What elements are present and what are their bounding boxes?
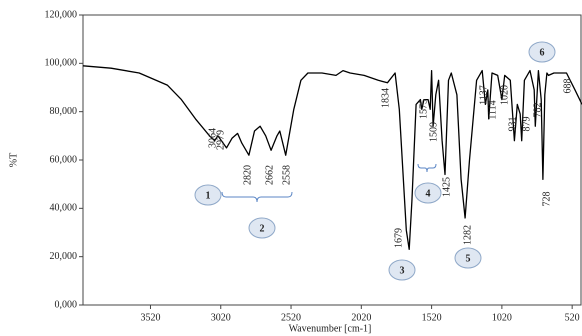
y-tick-label: 20,000 [50, 251, 78, 262]
y-tick-label: 0,000 [55, 299, 78, 310]
peak-label: 1509 [428, 122, 439, 142]
peak-label: 2979 [215, 130, 226, 150]
marker-circle [454, 247, 482, 269]
y-axis-title: %T [8, 153, 19, 167]
peak-label: 782 [532, 103, 543, 118]
peak-label: 1137 [478, 85, 489, 105]
spectrum-line [83, 65, 582, 251]
peak-label: 879 [521, 117, 532, 132]
marker-label: 2 [260, 223, 265, 234]
brace [221, 191, 293, 203]
peak-label: 3064 [207, 128, 218, 148]
marker-circle [414, 182, 442, 204]
peak-label: 688 [562, 79, 573, 94]
marker-label: 3 [400, 265, 405, 276]
brace [417, 163, 437, 173]
peak-label: 728 [541, 192, 552, 207]
x-tick-label: 1520 [422, 312, 442, 323]
marker-label: 4 [426, 188, 431, 199]
marker-circle [388, 259, 416, 281]
peak-label: 2662 [264, 165, 275, 185]
peak-label: 1575 [418, 99, 429, 119]
peak-label: 2558 [281, 165, 292, 185]
y-tick-label: 100,000 [45, 58, 78, 69]
marker-circle [248, 217, 276, 239]
y-tick-label: 40,000 [50, 203, 78, 214]
peak-label: 1425 [441, 177, 452, 197]
x-tick-label: 3520 [140, 312, 160, 323]
marker-label: 5 [466, 253, 471, 264]
peak-label: 1114 [487, 100, 498, 119]
peak-label: 1679 [393, 228, 404, 248]
plot-frame [82, 14, 582, 306]
peak-label: 1282 [462, 225, 473, 245]
peak-label: 931 [507, 117, 518, 132]
y-tick-label: 60,000 [50, 154, 78, 165]
marker-circle [194, 184, 222, 206]
peak-label: 1020 [499, 85, 510, 105]
marker-label: 1 [206, 190, 211, 201]
plot-area [83, 65, 582, 251]
x-axis-title: Wavenumber [cm-1] [289, 323, 372, 334]
y-tick-label: 120,000 [45, 9, 78, 20]
peak-label: 1834 [380, 88, 391, 108]
x-tick-label: 2020 [351, 312, 371, 323]
x-tick-label: 1020 [492, 312, 512, 323]
x-tick-label: 3020 [211, 312, 231, 323]
y-tick-label: 80,000 [50, 106, 78, 117]
peak-label: 2820 [242, 165, 253, 185]
marker-circle [528, 41, 556, 63]
x-tick-label: 2520 [281, 312, 301, 323]
marker-label: 6 [540, 47, 545, 58]
x-tick-label: 520 [565, 312, 580, 323]
